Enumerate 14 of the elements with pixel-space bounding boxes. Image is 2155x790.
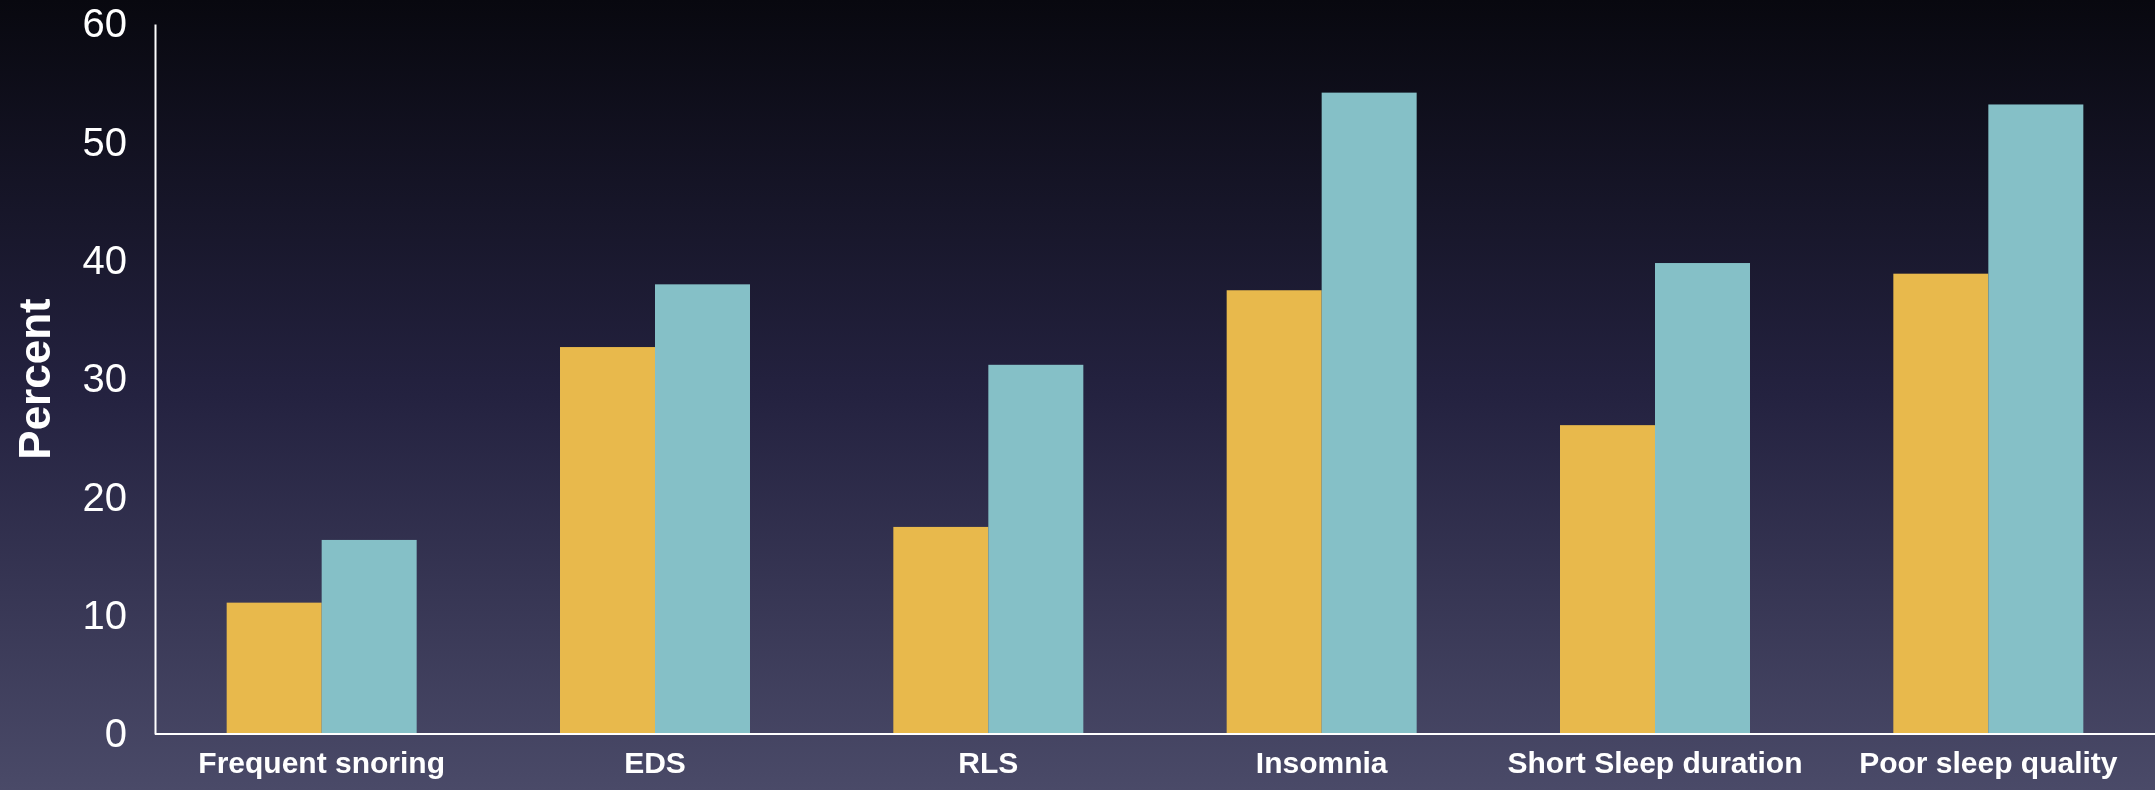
x-tick-label: Short Sleep duration [1507,746,1803,780]
y-tick-label: 10 [82,592,127,637]
y-tick-label: 0 [104,711,127,756]
x-tick-label: EDS [624,746,686,780]
y-axis-title: Percent [10,297,59,460]
y-tick-label: 50 [82,119,127,164]
x-tick-label: Frequent snoring [198,746,445,780]
y-tick-label: 40 [82,237,127,282]
x-tick-label: Poor sleep quality [1859,746,2118,780]
y-tick-label: 30 [82,356,127,401]
x-tick-label: RLS [958,746,1019,780]
x-tick-label: Insomnia [1255,746,1388,780]
y-tick-label: 20 [82,474,127,519]
y-tick-label: 60 [82,1,127,46]
